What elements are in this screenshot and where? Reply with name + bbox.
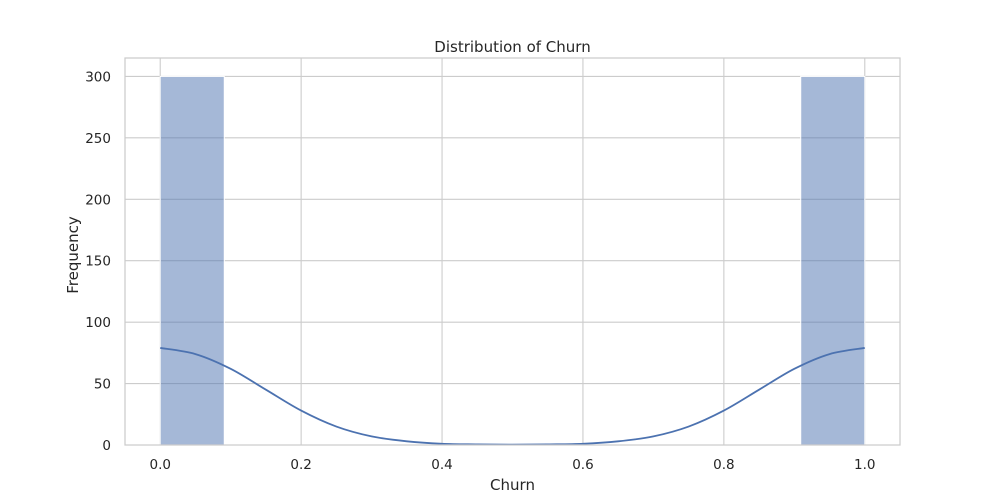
bars-layer [159,75,866,446]
x-tick-label: 0.2 [290,457,311,473]
y-tick-label: 250 [85,131,111,147]
y-tick-labels: 0 50 100 150 200 250 300 [85,69,111,454]
x-tick-label: 0.0 [149,457,170,473]
y-tick-label: 50 [94,377,111,393]
chart-title: Distribution of Churn [434,38,590,56]
x-tick-labels: 0.0 0.2 0.4 0.6 0.8 1.0 [149,457,875,473]
x-tick-label: 1.0 [854,457,875,473]
y-tick-label: 200 [85,192,111,208]
x-axis-label: Churn [490,476,535,494]
y-axis-label: Frequency [64,216,82,294]
plot-frame [124,57,901,446]
y-tick-label: 0 [102,438,111,454]
y-tick-label: 100 [85,315,111,331]
histogram-bar [159,75,225,446]
x-tick-label: 0.6 [572,457,593,473]
x-tick-label: 0.8 [713,457,734,473]
y-tick-label: 300 [85,69,111,85]
histogram-bar [800,75,866,446]
x-tick-label: 0.4 [431,457,452,473]
y-tick-label: 150 [85,254,111,270]
